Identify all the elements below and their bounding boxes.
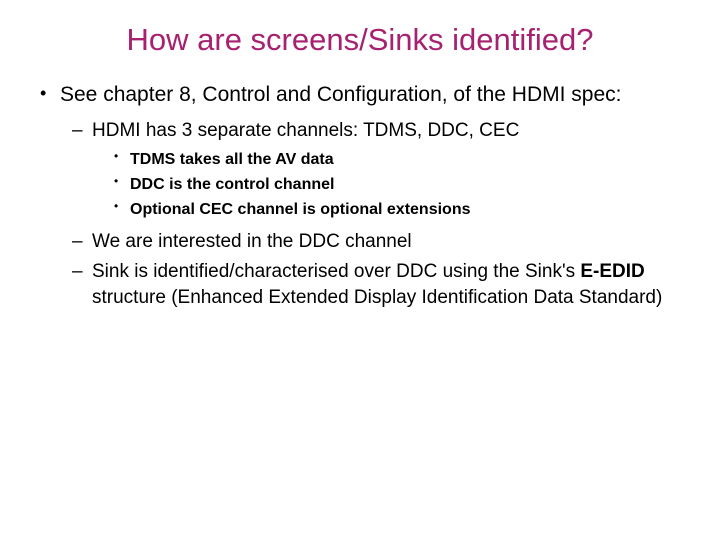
bullet-list-l2: HDMI has 3 separate channels: TDMS, DDC,… (36, 118, 684, 310)
bullet-l3: TDMS takes all the AV data (36, 148, 684, 171)
bullet-l1: See chapter 8, Control and Configuration… (36, 82, 684, 108)
bullet-list-l3: TDMS takes all the AV data DDC is the co… (36, 148, 684, 222)
slide-title: How are screens/Sinks identified? (36, 22, 684, 58)
slide: How are screens/Sinks identified? See ch… (0, 0, 720, 540)
bullet-l2: HDMI has 3 separate channels: TDMS, DDC,… (36, 118, 684, 144)
text-run: Sink is identified/characterised over DD… (92, 261, 580, 282)
bullet-list: See chapter 8, Control and Configuration… (36, 82, 684, 310)
bullet-l2: Sink is identified/characterised over DD… (36, 259, 684, 310)
bullet-l3: Optional CEC channel is optional extensi… (36, 198, 684, 221)
text-run-bold: E-EDID (580, 261, 644, 282)
bullet-l3: DDC is the control channel (36, 173, 684, 196)
bullet-l2: We are interested in the DDC channel (36, 229, 684, 255)
text-run: structure (Enhanced Extended Display Ide… (92, 287, 662, 308)
